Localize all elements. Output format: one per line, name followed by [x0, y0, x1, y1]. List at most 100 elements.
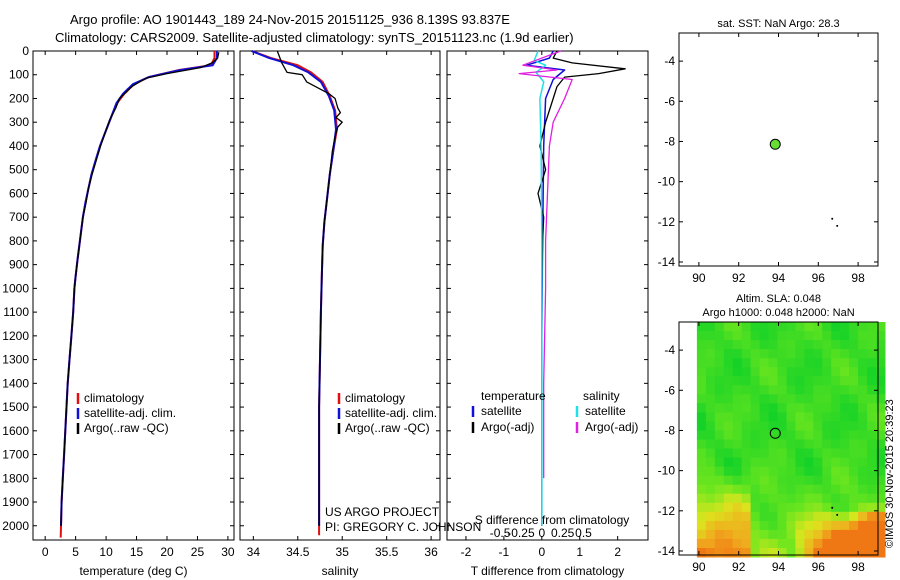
sla-cell	[714, 538, 725, 549]
sla-cell	[741, 493, 752, 504]
sla-cell	[741, 349, 752, 359]
sla-cell	[804, 403, 814, 413]
sla-cell	[705, 412, 716, 422]
sla-cell	[705, 403, 716, 413]
sla-cell	[759, 349, 770, 359]
difference-xtick-label: 0	[538, 545, 545, 559]
sla-cell	[759, 484, 770, 495]
sla_map-ytick-label: -6	[664, 383, 675, 397]
sla-cell	[867, 322, 877, 332]
salinity-xtick-label: 35.5	[375, 545, 399, 559]
sla-cell	[867, 385, 877, 395]
sla-cell	[813, 421, 823, 431]
sla-cell	[849, 475, 859, 486]
salinity-legend-label: climatology	[345, 391, 405, 405]
sla-cell	[822, 511, 832, 522]
sla-cell	[705, 484, 716, 495]
sla-cell	[714, 367, 725, 377]
sla-cell	[849, 484, 859, 495]
sla-cell	[840, 475, 850, 486]
sla-cell	[714, 529, 725, 540]
sla-cell	[858, 394, 868, 404]
sla-cell	[795, 412, 805, 422]
difference-series-salinity-argo-adj-	[518, 50, 573, 479]
figure-title-line1: Argo profile: AO 1901443_189 24-Nov-2015…	[70, 12, 510, 27]
sla-cell	[795, 548, 805, 558]
sla-cell	[777, 349, 787, 359]
temperature-xtick-label: 15	[130, 545, 144, 559]
sla-cell	[759, 493, 770, 504]
sla-cell	[768, 331, 779, 341]
sla-cell	[849, 439, 859, 449]
sla-cell	[705, 548, 716, 558]
sla-cell	[822, 376, 832, 386]
sla-cell	[858, 538, 868, 549]
sla-cell	[714, 340, 725, 350]
sla-cell	[777, 548, 787, 558]
sla-cell	[741, 439, 752, 449]
sla-cell	[795, 349, 805, 359]
sla-cell	[696, 322, 707, 332]
sla-cell	[696, 520, 707, 531]
sla-cell	[768, 484, 779, 495]
sla-cell	[876, 385, 886, 395]
sla-cell	[849, 529, 859, 540]
sla-cell	[723, 394, 734, 404]
sla-cell	[804, 376, 814, 386]
sla-cell	[867, 439, 877, 449]
sla-cell	[741, 394, 752, 404]
sla-cell	[849, 367, 859, 377]
sla-cell	[732, 403, 743, 413]
sla-cell	[795, 457, 805, 468]
sla-cell	[840, 439, 850, 449]
sla-cell	[876, 358, 886, 368]
sla-cell	[849, 385, 859, 395]
sla-cell	[804, 430, 814, 440]
sla-cell	[831, 439, 841, 449]
sla-cell	[732, 430, 743, 440]
sla-cell	[750, 493, 761, 504]
sla-cell	[849, 457, 859, 468]
salinity-diff-tick-label: 0.5	[575, 526, 592, 540]
sla-cell	[723, 367, 734, 377]
sla-cell	[768, 358, 779, 368]
sla-cell	[831, 493, 841, 504]
sla-cell	[786, 457, 796, 468]
sla-cell	[777, 529, 787, 540]
sla-cell	[732, 484, 743, 495]
sla-cell	[732, 385, 743, 395]
sla-cell	[759, 358, 770, 368]
sla-cell	[714, 331, 725, 341]
sla-cell	[750, 349, 761, 359]
sla-cell	[696, 367, 707, 377]
sla-cell	[786, 511, 796, 522]
sla-cell	[822, 403, 832, 413]
sla-cell	[876, 403, 886, 413]
depth-tick-label: 1200	[2, 329, 29, 343]
sla-cell	[741, 538, 752, 549]
difference-xtick-label: 2	[614, 545, 621, 559]
sla-cell	[867, 502, 877, 513]
sla-cell	[804, 331, 814, 341]
sla-cell	[840, 403, 850, 413]
sla-cell	[840, 367, 850, 377]
sla-cell	[795, 430, 805, 440]
figure-title-line2: Climatology: CARS2009. Satellite-adjuste…	[55, 30, 574, 45]
sla-cell	[786, 367, 796, 377]
sla-cell	[768, 520, 779, 531]
sla-cell	[768, 340, 779, 350]
sla-cell	[795, 340, 805, 350]
sla-cell	[876, 548, 886, 558]
sla-cell	[786, 493, 796, 504]
sla-cell	[786, 331, 796, 341]
sla-cell	[876, 367, 886, 377]
sla-cell	[759, 430, 770, 440]
sla-cell	[696, 484, 707, 495]
sla-cell	[813, 385, 823, 395]
depth-tick-label: 1700	[2, 448, 29, 462]
sla-cell	[786, 502, 796, 513]
sla-cell	[804, 439, 814, 449]
sst_map-xtick-label: 94	[772, 271, 786, 285]
sla-cell	[840, 466, 850, 477]
sla-cell	[696, 493, 707, 504]
